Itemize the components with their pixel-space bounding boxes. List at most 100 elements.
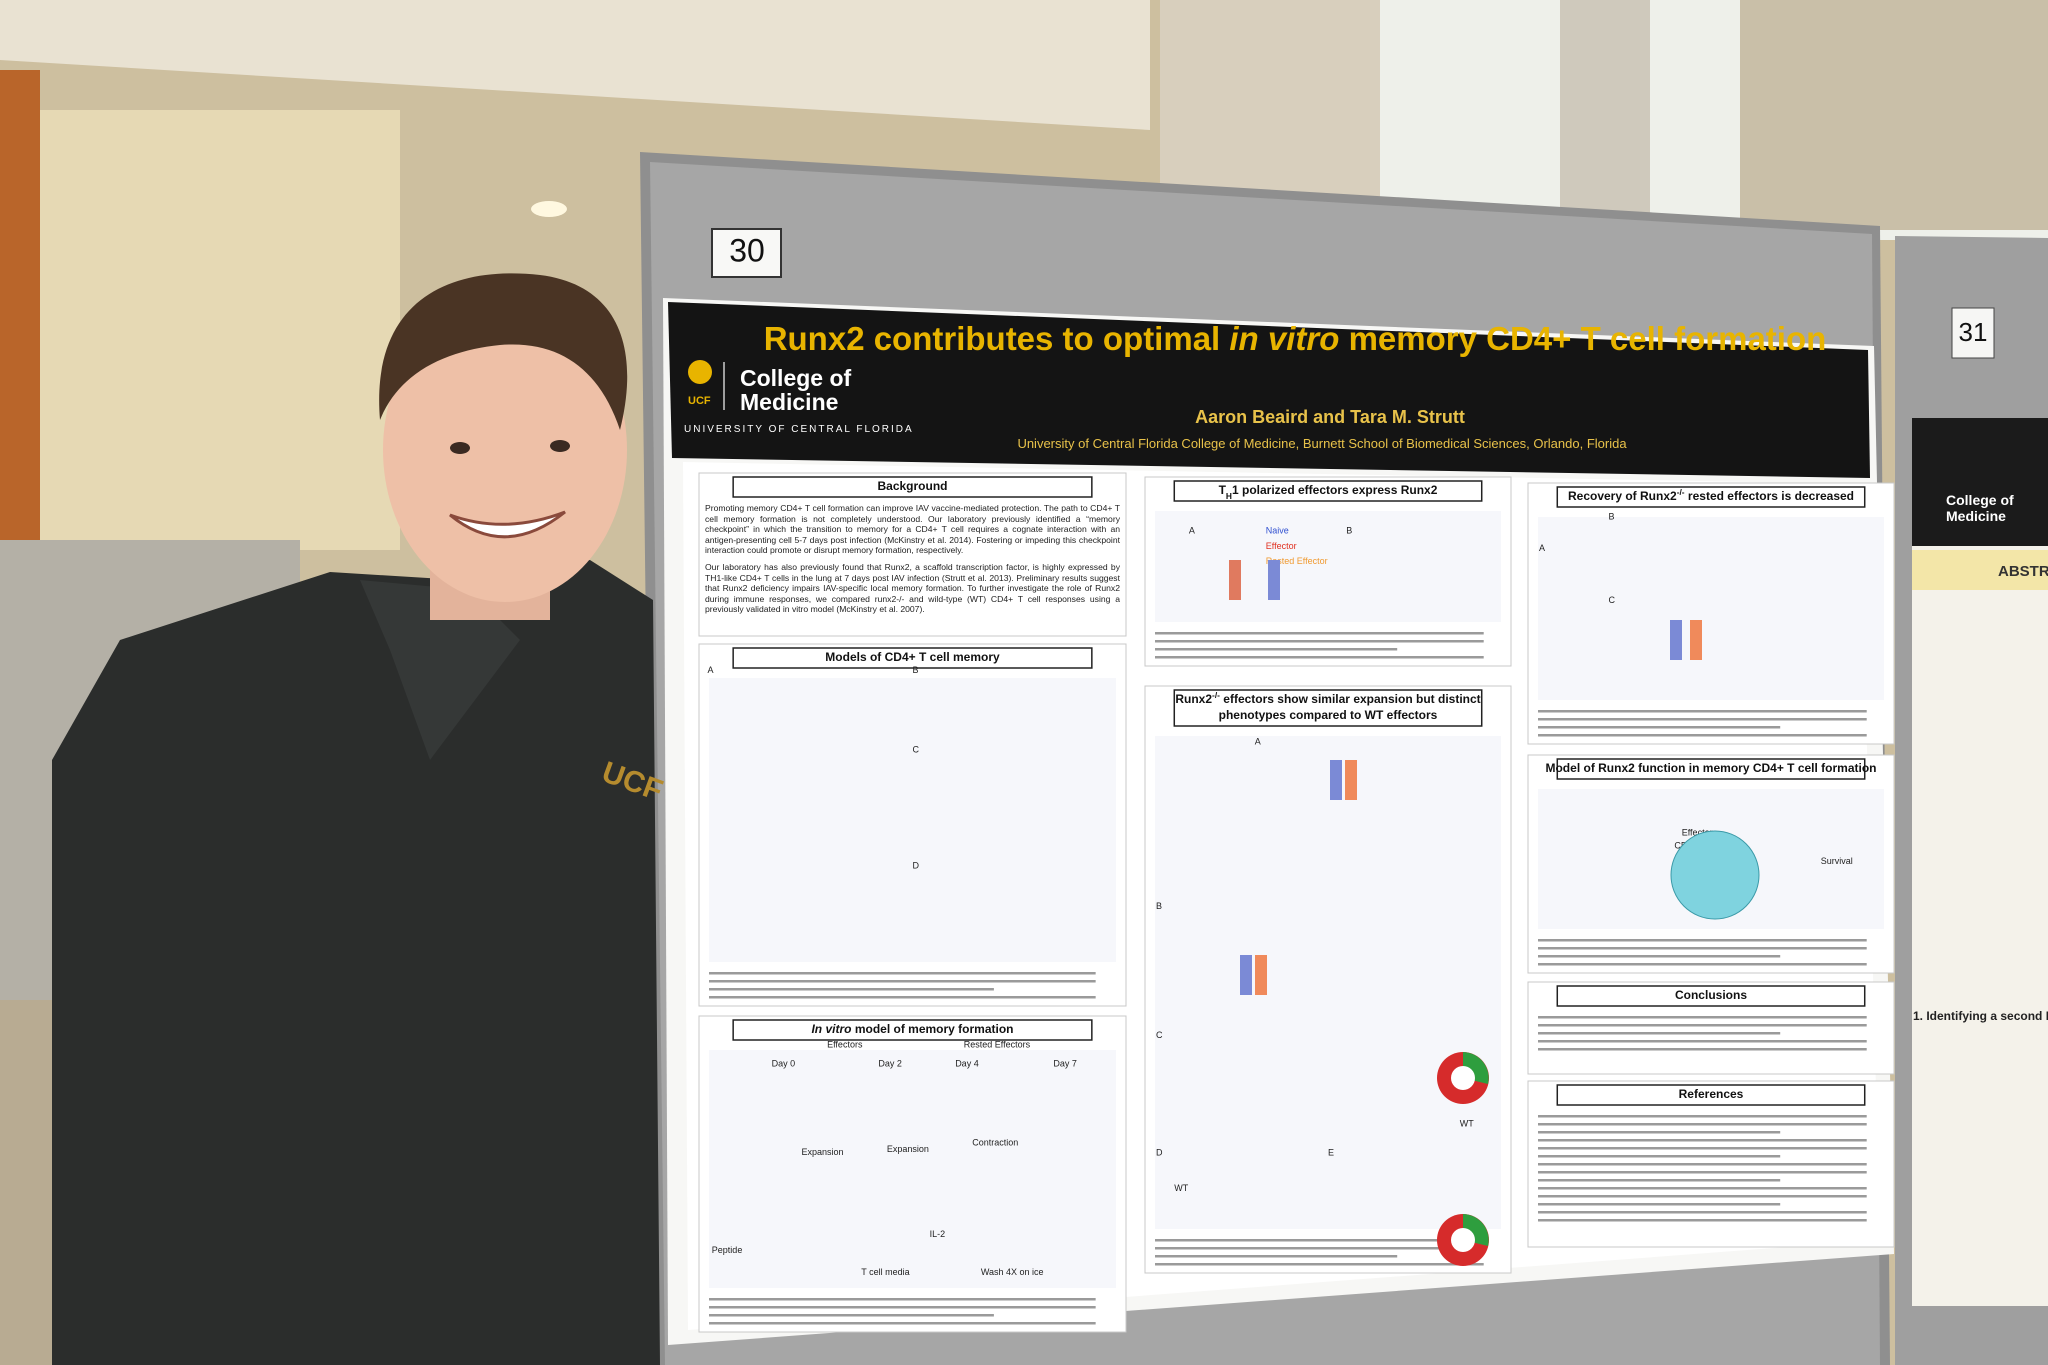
collar xyxy=(360,580,520,760)
text-segment: model of memory formation xyxy=(851,1022,1013,1036)
text-segment: Model of Runx2 function in memory CD4+ T… xyxy=(1545,761,1876,775)
text-line xyxy=(1538,1171,1867,1174)
figure-label: Expansion xyxy=(887,1144,929,1154)
college-name-line1: College of xyxy=(740,365,852,391)
text-segment: -/- xyxy=(1677,487,1685,497)
text-line xyxy=(1538,1155,1781,1158)
text-line xyxy=(1155,1263,1484,1266)
text-line xyxy=(709,1298,1096,1301)
university-name: UNIVERSITY OF CENTRAL FLORIDA xyxy=(684,424,914,435)
text-line xyxy=(709,1322,1096,1325)
figure-label: Day 0 xyxy=(772,1059,796,1069)
next-poster-header xyxy=(1912,418,2048,546)
figure-label: T cell media xyxy=(861,1267,909,1277)
heading-box xyxy=(1556,985,1866,1007)
text-line xyxy=(1538,939,1867,942)
bar-graphic xyxy=(1229,560,1241,600)
figure-label: C xyxy=(1156,1030,1163,1040)
bar-graphic xyxy=(1330,760,1342,800)
window-pillar xyxy=(1560,0,1650,220)
face xyxy=(383,298,627,602)
figure-label: A xyxy=(1255,737,1261,747)
wall-right xyxy=(1740,0,2048,230)
next-heading: 1. Identifying a second B xyxy=(1913,1009,2048,1023)
text-segment: memory CD4+ T cell formation xyxy=(1339,320,1826,357)
text-segment: Runx2 xyxy=(1175,692,1212,706)
text-segment: Models of CD4+ T cell memory xyxy=(825,650,1000,664)
text-line xyxy=(1155,1247,1484,1250)
text-line xyxy=(1155,1255,1398,1258)
figure-label: C xyxy=(913,745,920,755)
text-segment: rested effectors is decreased xyxy=(1685,489,1854,503)
text-line xyxy=(1538,1139,1867,1142)
ceiling-light xyxy=(531,201,567,217)
college-name-line2: Medicine xyxy=(740,389,838,415)
next-section: ABSTRA xyxy=(1998,563,2048,580)
text-line xyxy=(1538,955,1781,958)
text-line xyxy=(709,980,1096,983)
heading-box xyxy=(732,647,1093,669)
pie-hole xyxy=(1451,1066,1475,1090)
orange-column xyxy=(0,70,40,540)
heading-box xyxy=(1556,486,1866,508)
hair xyxy=(379,273,628,430)
text-line xyxy=(709,972,1096,975)
text-line xyxy=(1538,1115,1867,1118)
figure-label: Expansion xyxy=(801,1147,843,1157)
paragraph: Our laboratory has also previously found… xyxy=(705,561,1120,615)
bar-graphic xyxy=(1240,955,1252,995)
section-box xyxy=(698,472,1127,637)
text-segment: effectors show similar expansion but dis… xyxy=(1220,692,1481,706)
figure-label: B xyxy=(1346,526,1352,536)
text-segment: References xyxy=(1679,1087,1744,1101)
text-line xyxy=(1538,963,1867,966)
figure-label: A xyxy=(1539,543,1545,553)
text-segment: T xyxy=(1219,483,1227,497)
heading-box xyxy=(1556,1084,1866,1106)
section-heading: TH1 polarized effectors express Runx2 xyxy=(1219,483,1438,501)
ucf-pegasus xyxy=(688,360,712,384)
poster-number: 30 xyxy=(729,232,765,268)
text-line xyxy=(1538,1024,1867,1027)
figure-label: B xyxy=(1609,512,1615,522)
text-line xyxy=(1155,656,1484,659)
poster-title: Runx2 contributes to optimal in vitro me… xyxy=(764,320,1827,357)
section-heading: Models of CD4+ T cell memory xyxy=(825,650,1000,664)
text-segment: Runx2 contributes to optimal xyxy=(764,320,1230,357)
text-line xyxy=(1538,726,1781,729)
text-line xyxy=(1155,1239,1484,1242)
bar-graphic xyxy=(1345,760,1357,800)
wall-panel xyxy=(40,110,400,550)
text-line xyxy=(1155,648,1398,651)
figure-label: Survival xyxy=(1821,856,1853,866)
text-line xyxy=(1538,1032,1781,1035)
figure-label: C xyxy=(1609,595,1616,605)
figure-label: D xyxy=(1156,1148,1163,1158)
text-line xyxy=(1538,718,1867,721)
figure-label: Day 4 xyxy=(955,1059,979,1069)
text-line xyxy=(1155,640,1484,643)
section-heading: In vitro model of memory formation xyxy=(811,1022,1013,1036)
text-line xyxy=(1538,1040,1867,1043)
text-segment: In vitro xyxy=(811,1022,851,1036)
figure-label: WT xyxy=(1174,1183,1188,1193)
figure-label: Day 2 xyxy=(878,1059,902,1069)
heading-box xyxy=(1556,758,1866,780)
smile xyxy=(449,510,566,539)
figure-label: Day 7 xyxy=(1053,1059,1077,1069)
text-line xyxy=(1538,1179,1781,1182)
figure-label: Effectors xyxy=(827,1040,863,1050)
text-line xyxy=(1538,1016,1867,1019)
figure-label: Rested Effectors xyxy=(964,1040,1031,1050)
figure-area xyxy=(709,1050,1116,1288)
figure-label: A xyxy=(708,665,714,675)
text-line xyxy=(1538,947,1867,950)
figure-label: Wash 4X on ice xyxy=(981,1267,1044,1277)
text-line xyxy=(1538,1211,1867,1214)
text-line xyxy=(709,996,1096,999)
section-heading: References xyxy=(1679,1087,1744,1101)
text-segment: Conclusions xyxy=(1675,988,1747,1002)
text-line xyxy=(709,1306,1096,1309)
bar-graphic xyxy=(1690,620,1702,660)
next-number-card xyxy=(1951,307,1995,359)
